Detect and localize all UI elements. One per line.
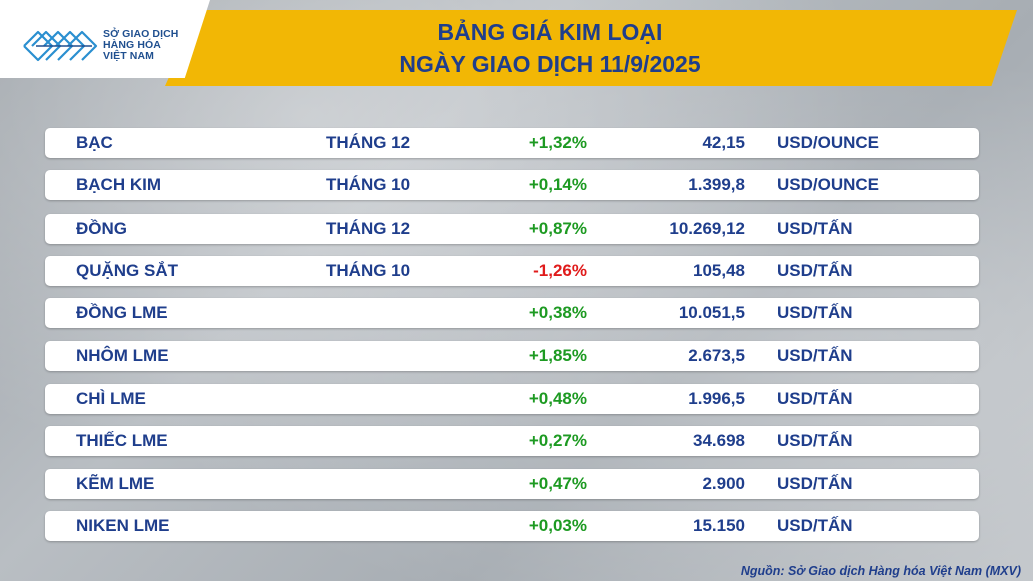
page-title: BẢNG GIÁ KIM LOẠI NGÀY GIAO DỊCH 11/9/20… bbox=[200, 16, 900, 80]
price-value: 2.673,5 bbox=[688, 346, 745, 365]
price-unit: USD/TẤN bbox=[777, 516, 853, 535]
contract-month: THÁNG 12 bbox=[326, 219, 411, 238]
table-row: ĐỒNG THÁNG 12 +0,87% 10.269,12 USD/TẤN bbox=[45, 214, 979, 244]
price-value: 34.698 bbox=[693, 431, 745, 450]
percent-change: +0,48% bbox=[528, 389, 587, 408]
metal-name: ĐỒNG LME bbox=[76, 303, 168, 322]
metal-name: BẠC bbox=[76, 133, 113, 152]
percent-change: -1,26% bbox=[533, 261, 587, 280]
logo-text: SỞ GIAO DỊCH HÀNG HÓA VIỆT NAM bbox=[103, 29, 179, 62]
header-band bbox=[165, 10, 1017, 86]
logo-line-1: SỞ GIAO DỊCH bbox=[103, 28, 179, 40]
logo-panel bbox=[0, 0, 210, 78]
source-note: Nguồn: Sở Giao dịch Hàng hóa Việt Nam (M… bbox=[740, 564, 1021, 578]
metal-name: BẠCH KIM bbox=[76, 175, 161, 194]
logo-line-3: VIỆT NAM bbox=[103, 50, 154, 62]
percent-change: +0,27% bbox=[528, 431, 587, 450]
price-unit: USD/TẤN bbox=[777, 474, 853, 493]
table-row: NIKEN LME +0,03% 15.150 USD/TẤN bbox=[45, 511, 979, 541]
price-unit: USD/TẤN bbox=[777, 219, 853, 238]
contract-month: THÁNG 10 bbox=[326, 261, 411, 280]
logo-line-2: HÀNG HÓA bbox=[103, 39, 161, 51]
table-row: NHÔM LME +1,85% 2.673,5 USD/TẤN bbox=[45, 341, 979, 371]
price-unit: USD/OUNCE bbox=[777, 133, 880, 152]
table-row: QUẶNG SẮT THÁNG 10 -1,26% 105,48 USD/TẤN bbox=[45, 256, 979, 286]
table-row: THIẾC LME +0,27% 34.698 USD/TẤN bbox=[45, 426, 979, 456]
price-value: 1.399,8 bbox=[688, 175, 745, 194]
percent-change: +0,87% bbox=[528, 219, 587, 238]
table-row: BẠC THÁNG 12 +1,32% 42,15 USD/OUNCE bbox=[45, 128, 979, 158]
table-row: ĐỒNG LME +0,38% 10.051,5 USD/TẤN bbox=[45, 298, 979, 328]
metal-name: THIẾC LME bbox=[76, 431, 168, 450]
price-value: 15.150 bbox=[693, 516, 745, 535]
price-unit: USD/TẤN bbox=[777, 303, 853, 322]
metal-name: QUẶNG SẮT bbox=[76, 261, 178, 280]
table-row: KẼM LME +0,47% 2.900 USD/TẤN bbox=[45, 469, 979, 499]
percent-change: +0,03% bbox=[528, 516, 587, 535]
price-value: 10.051,5 bbox=[678, 303, 745, 322]
price-value: 42,15 bbox=[702, 133, 745, 152]
percent-change: +1,32% bbox=[528, 133, 587, 152]
percent-change: +0,47% bbox=[528, 474, 587, 493]
title-line-2: NGÀY GIAO DỊCH 11/9/2025 bbox=[399, 51, 701, 77]
metal-name: ĐỒNG bbox=[76, 219, 127, 238]
metal-name: CHÌ LME bbox=[76, 389, 146, 408]
price-value: 1.996,5 bbox=[688, 389, 745, 408]
price-value: 10.269,12 bbox=[669, 219, 745, 238]
price-unit: USD/OUNCE bbox=[777, 175, 880, 194]
table-row: CHÌ LME +0,48% 1.996,5 USD/TẤN bbox=[45, 384, 979, 414]
metal-name: KẼM LME bbox=[76, 474, 155, 493]
price-unit: USD/TẤN bbox=[777, 261, 853, 280]
table-row: BẠCH KIM THÁNG 10 +0,14% 1.399,8 USD/OUN… bbox=[45, 170, 979, 200]
price-unit: USD/TẤN bbox=[777, 431, 853, 450]
mxv-logo-icon bbox=[23, 30, 98, 62]
contract-month: THÁNG 12 bbox=[326, 133, 411, 152]
price-unit: USD/TẤN bbox=[777, 389, 853, 408]
title-line-1: BẢNG GIÁ KIM LOẠI bbox=[437, 19, 663, 45]
price-unit: USD/TẤN bbox=[777, 346, 853, 365]
contract-month: THÁNG 10 bbox=[326, 175, 411, 194]
price-value: 105,48 bbox=[693, 261, 745, 280]
metal-name: NIKEN LME bbox=[76, 516, 170, 535]
percent-change: +0,38% bbox=[528, 303, 587, 322]
percent-change: +1,85% bbox=[528, 346, 587, 365]
metal-name: NHÔM LME bbox=[76, 346, 169, 365]
price-value: 2.900 bbox=[702, 474, 745, 493]
percent-change: +0,14% bbox=[528, 175, 587, 194]
